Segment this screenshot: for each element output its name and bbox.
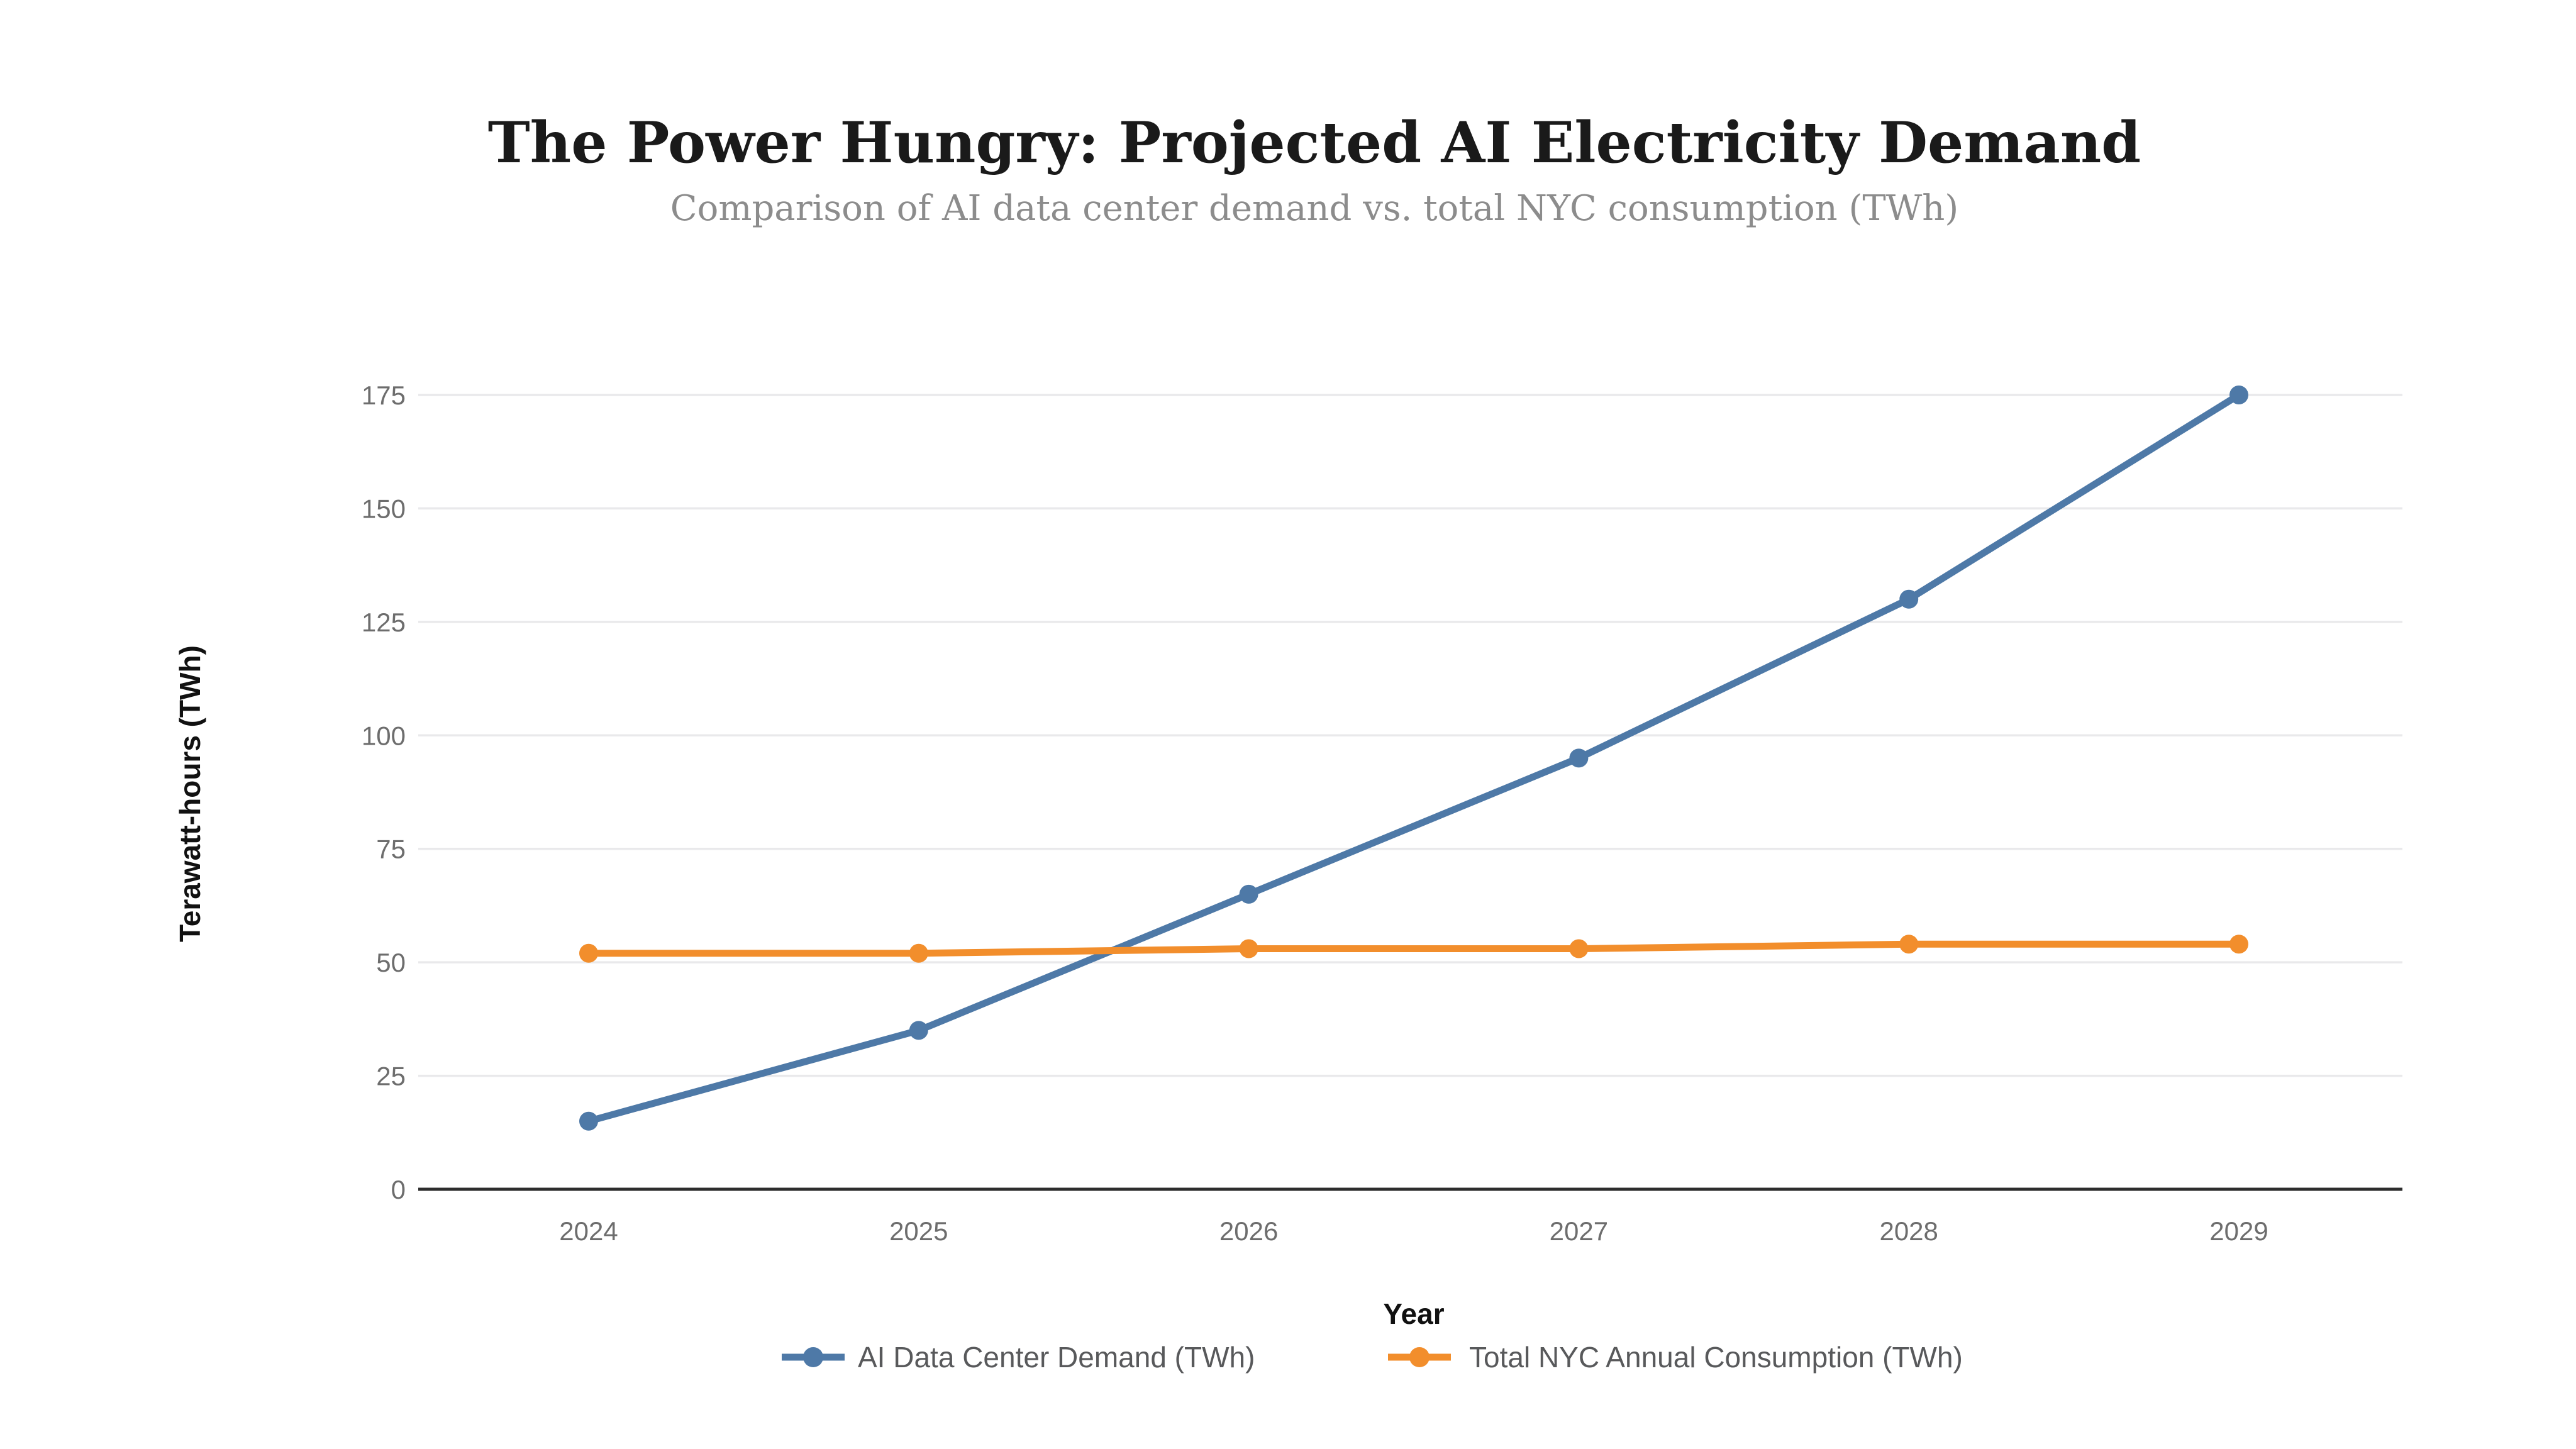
data-point-marker-s0-2024 bbox=[579, 1111, 598, 1131]
data-point-marker-s0-2027 bbox=[1569, 748, 1589, 768]
y-tick-label-175: 175 bbox=[362, 380, 406, 410]
legend-label: Total NYC Annual Consumption (TWh) bbox=[1469, 1341, 1963, 1374]
y-tick-label-0: 0 bbox=[391, 1175, 406, 1204]
y-tick-label-150: 150 bbox=[362, 494, 406, 523]
x-tick-label-2025: 2025 bbox=[889, 1216, 948, 1246]
y-tick-label-75: 75 bbox=[376, 835, 406, 864]
y-axis-title: Terawatt-hours (TWh) bbox=[174, 645, 206, 942]
series-line-0 bbox=[585, 391, 2243, 1125]
y-tick-label-125: 125 bbox=[362, 608, 406, 637]
y-tick-label-100: 100 bbox=[362, 721, 406, 750]
legend-dot-icon bbox=[803, 1347, 823, 1367]
x-tick-label-2027: 2027 bbox=[1550, 1216, 1608, 1246]
data-point-marker-s1-2025 bbox=[909, 943, 928, 963]
chart-subtitle: Comparison of AI data center demand vs. … bbox=[670, 188, 1958, 229]
tick-labels: 0 25 50 75 100 125 150 175 2024 2025 2026 2027 2028 2… bbox=[362, 380, 2268, 1246]
data-point-marker-s1-2027 bbox=[1569, 939, 1589, 958]
y-tick-label-50: 50 bbox=[376, 948, 406, 977]
data-point-marker-s0-2028 bbox=[1899, 589, 1919, 609]
data-point-marker-s0-2025 bbox=[909, 1021, 928, 1040]
legend: AI Data Center Demand (TWh) Total NYC An… bbox=[782, 1341, 1963, 1374]
data-point-marker-s1-2024 bbox=[579, 943, 598, 963]
legend-dot-icon bbox=[1409, 1347, 1430, 1367]
legend-item-ai-data-center-demand: AI Data Center Demand (TWh) bbox=[782, 1341, 1255, 1374]
x-tick-label-2026: 2026 bbox=[1219, 1216, 1278, 1246]
gridlines bbox=[418, 394, 2402, 1077]
series-layer bbox=[579, 386, 2248, 1131]
data-point-marker-s1-2028 bbox=[1899, 935, 1919, 954]
data-point-marker-s1-2026 bbox=[1239, 939, 1258, 958]
data-point-marker-s0-2026 bbox=[1239, 884, 1258, 904]
y-tick-label-25: 25 bbox=[376, 1062, 406, 1091]
x-tick-label-2029: 2029 bbox=[2209, 1216, 2268, 1246]
data-point-marker-s0-2029 bbox=[2229, 386, 2248, 404]
legend-label: AI Data Center Demand (TWh) bbox=[858, 1341, 1255, 1374]
x-tick-label-2028: 2028 bbox=[1879, 1216, 1938, 1246]
legend-item-total-nyc-consumption: Total NYC Annual Consumption (TWh) bbox=[1388, 1341, 1963, 1374]
chart-title: The Power Hungry: Projected AI Electrici… bbox=[488, 109, 2141, 176]
x-axis-title: Year bbox=[1383, 1297, 1444, 1330]
data-point-marker-s1-2029 bbox=[2229, 935, 2248, 954]
x-tick-label-2024: 2024 bbox=[559, 1216, 618, 1246]
series-line-1 bbox=[585, 940, 2243, 957]
